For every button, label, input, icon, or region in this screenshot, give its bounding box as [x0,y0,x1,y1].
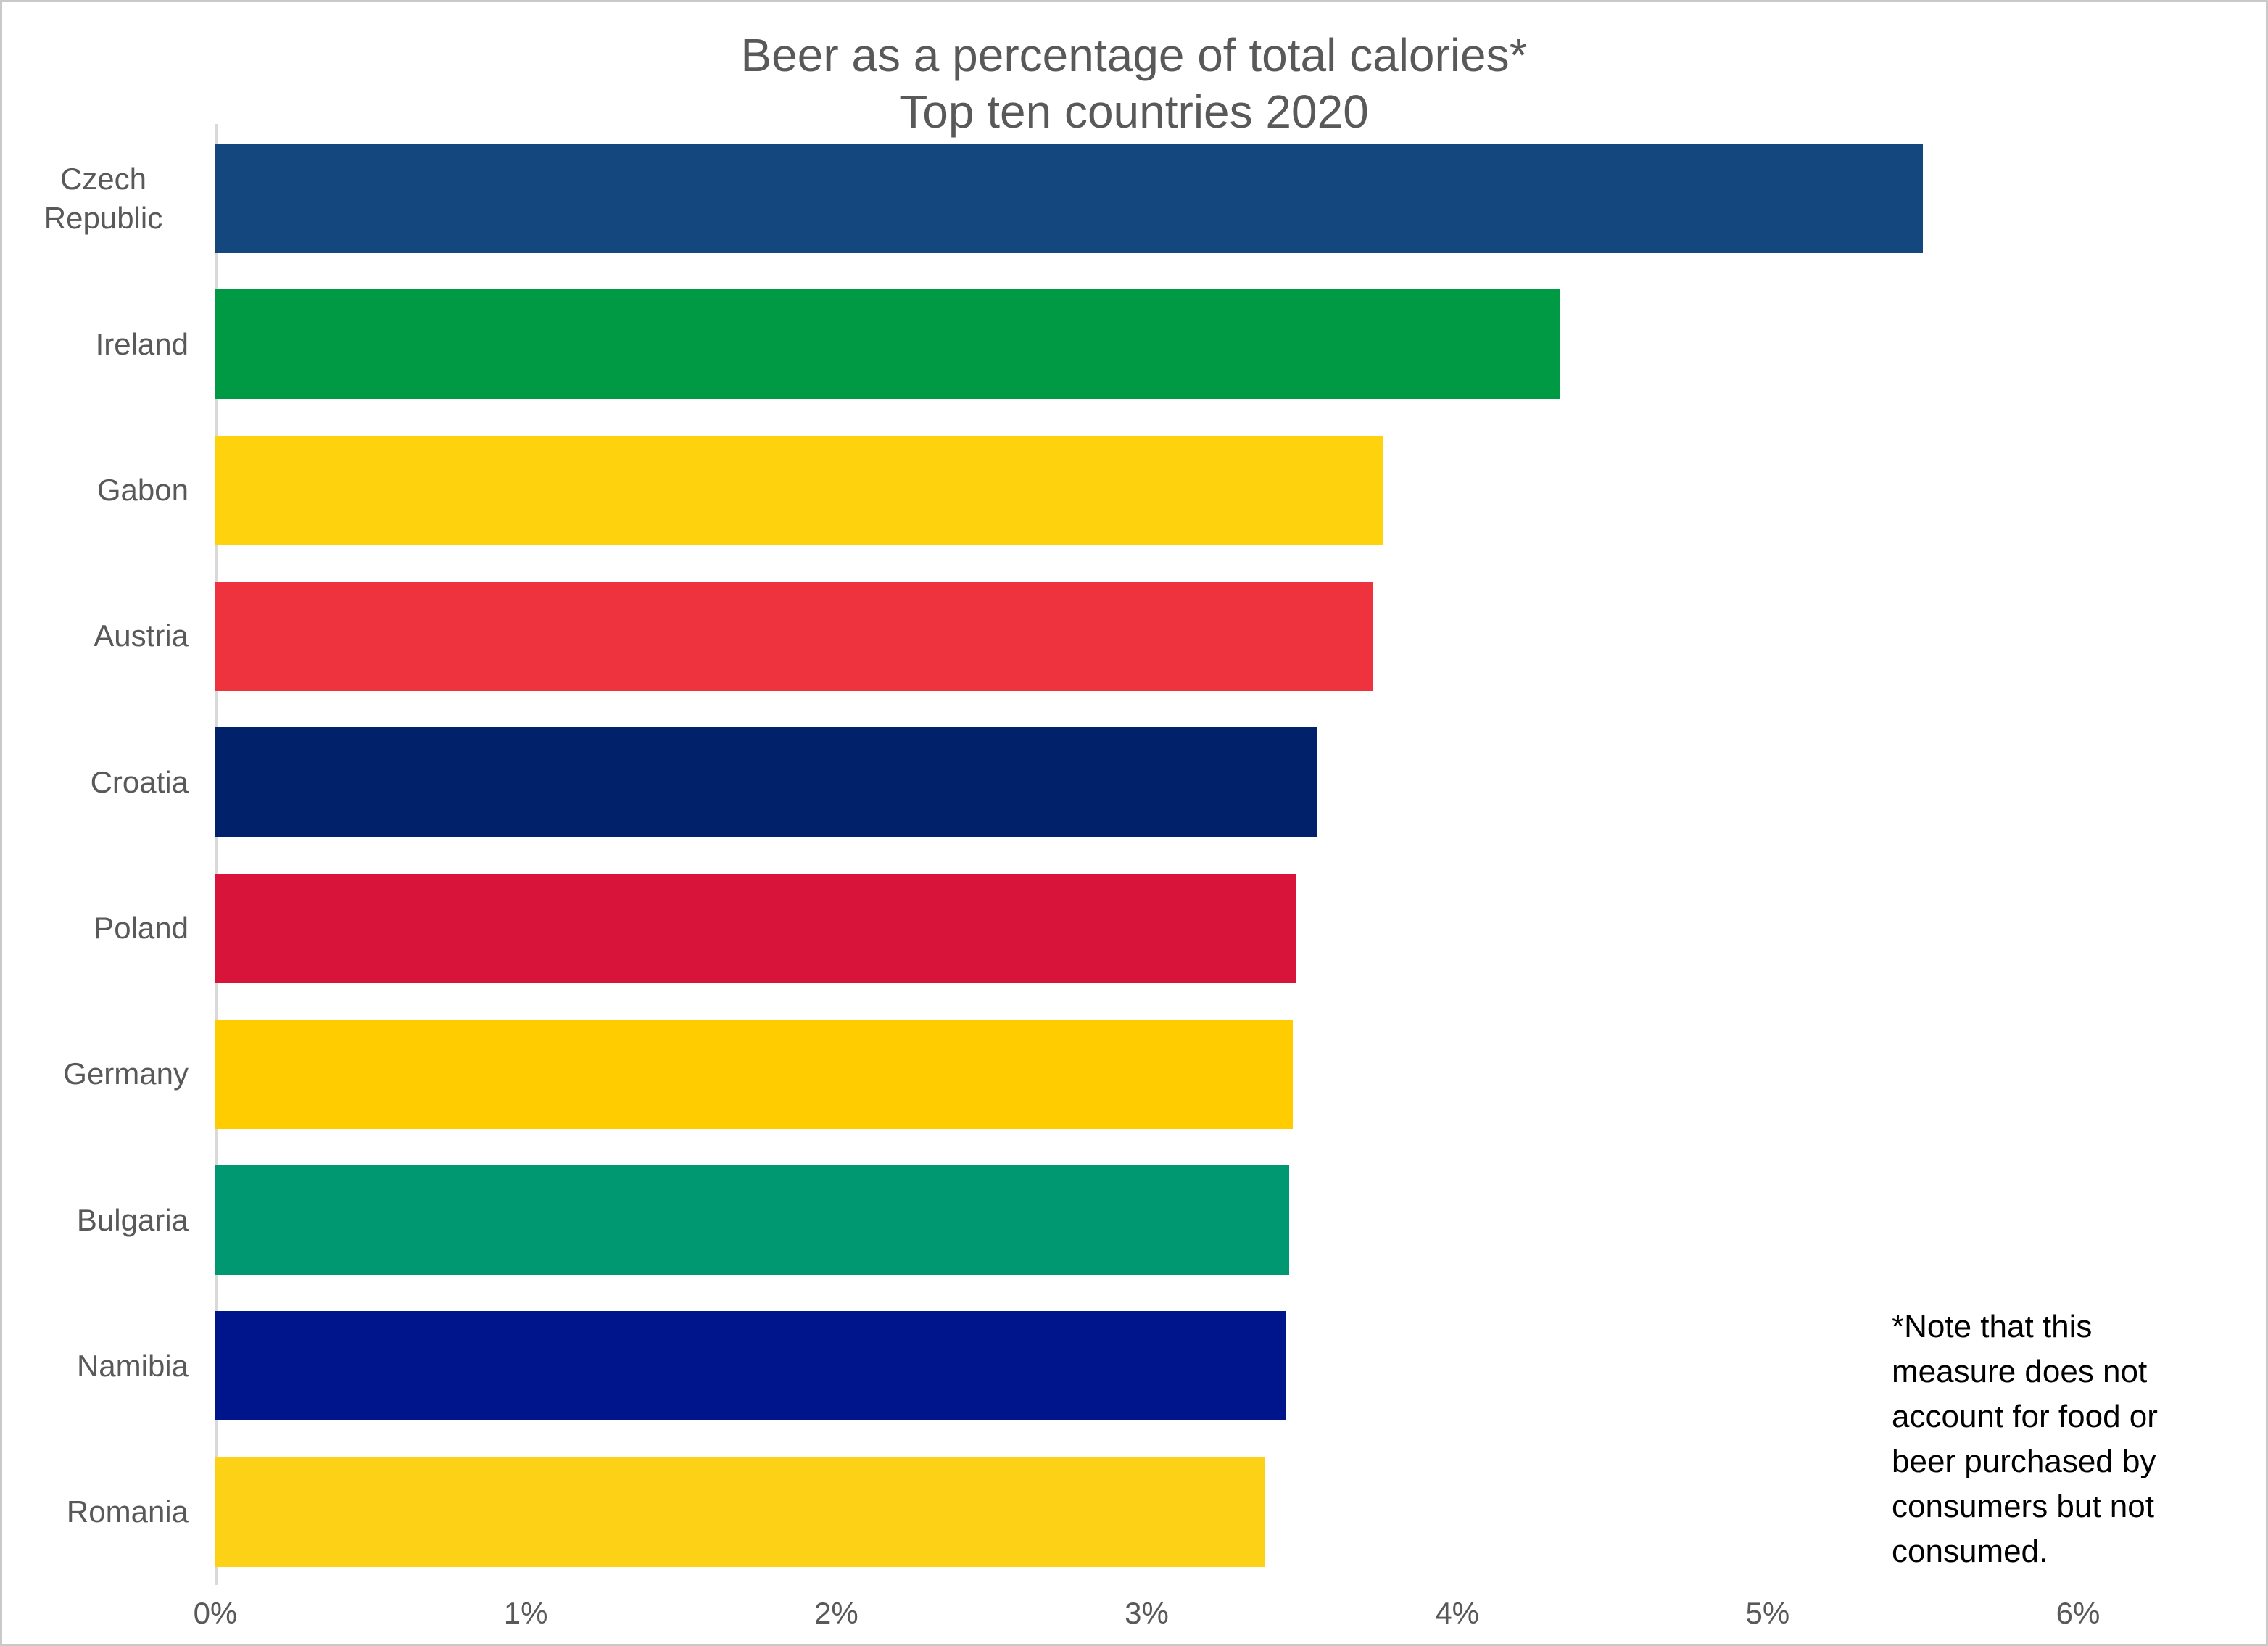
category-label-czech-republic: Czech Republic [44,161,163,235]
bar-czech-republic [215,144,1923,253]
bar-croatia [215,727,1317,838]
category-label-cell: Croatia [2,727,189,837]
bar-row-czech-republic: Czech Republic [2,144,2266,253]
category-label-cell: Gabon [2,436,189,545]
category-label-austria: Austria [94,619,189,653]
plot-area: Czech Republic Ireland Gabon Austria Croatia… [2,125,2266,1585]
x-tick-label-5pct: 5% [1745,1596,1790,1630]
x-tick-label-0pct: 0% [193,1596,238,1630]
category-label-cell: Austria [2,582,189,691]
bar-row-romania: Romania [2,1457,2266,1567]
bar-row-ireland: Ireland [2,289,2266,400]
bar-austria [215,581,1374,691]
footnote-text: *Note that this measure does not account… [1892,1309,2158,1569]
bar-romania [215,1457,1265,1567]
category-label-cell: Germany [2,1020,189,1129]
category-label-cell: Ireland [2,289,189,399]
bar-bulgaria [215,1165,1290,1275]
bar-ireland [215,289,1560,400]
category-label-romania: Romania [66,1494,189,1529]
bar-row-bulgaria: Bulgaria [2,1165,2266,1275]
bar-gabon [215,435,1383,545]
bar-row-austria: Austria [2,581,2266,691]
category-label-bulgaria: Bulgaria [76,1202,189,1237]
x-tick-label-3pct: 3% [1125,1596,1169,1630]
bar-row-poland: Poland [2,873,2266,983]
category-label-cell: Poland [2,874,189,983]
category-label-cell: Romania [2,1457,189,1567]
bar-row-gabon: Gabon [2,435,2266,545]
bar-row-namibia: Namibia [2,1311,2266,1421]
x-tick-label-2pct: 2% [814,1596,858,1630]
category-label-cell: Namibia [2,1311,189,1420]
category-label-poland: Poland [94,911,189,945]
category-label-cell: Czech Republic [2,144,189,253]
category-label-croatia: Croatia [90,764,189,799]
chart-title-line2: Top ten countries 2020 [899,86,1369,138]
y-axis-line [215,124,218,1585]
chart-title-block: Beer as a percentage of total calories* … [2,27,2266,140]
bar-namibia [215,1311,1287,1421]
x-tick-label-6pct: 6% [2056,1596,2101,1630]
x-axis-tick-labels: 0% 1% 2% 3% 4% 5% 6% [2,1595,2266,1638]
bar-row-germany: Germany [2,1019,2266,1129]
category-label-ireland: Ireland [95,326,189,361]
category-label-gabon: Gabon [96,473,189,508]
bar-germany [215,1019,1293,1129]
category-label-germany: Germany [63,1056,189,1091]
x-tick-label-1pct: 1% [503,1596,548,1630]
bar-poland [215,873,1296,983]
category-label-namibia: Namibia [76,1348,189,1383]
bar-row-croatia: Croatia [2,727,2266,838]
chart-title-line1: Beer as a percentage of total calories* [740,29,1528,81]
category-label-cell: Bulgaria [2,1165,189,1275]
x-tick-label-4pct: 4% [1435,1596,1480,1630]
